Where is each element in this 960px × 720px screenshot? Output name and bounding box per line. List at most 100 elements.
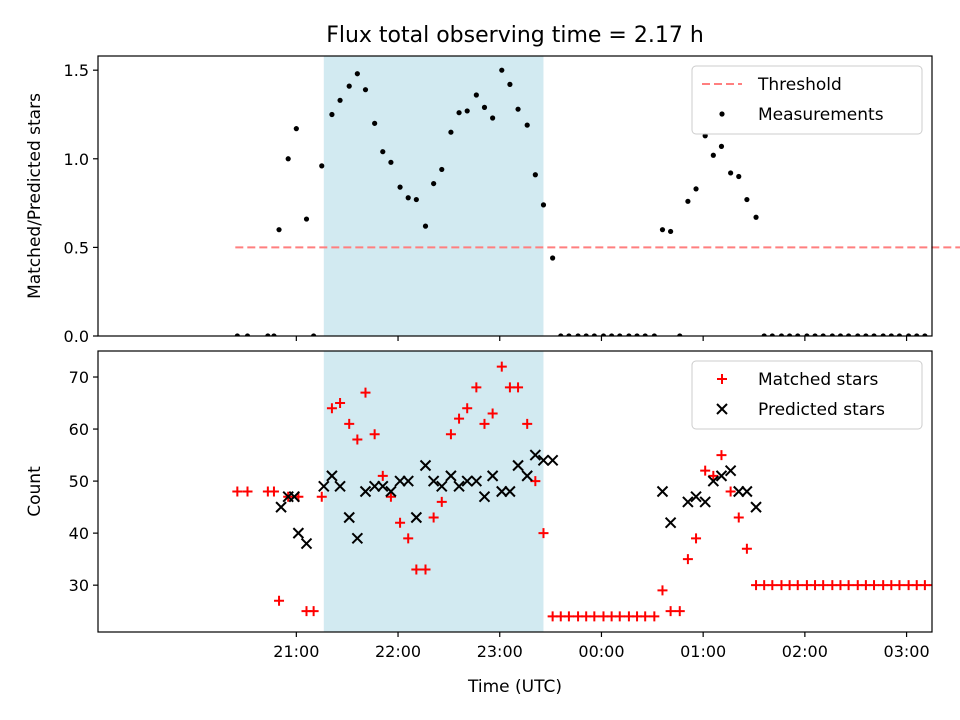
x-tick-label: 21:00 (273, 642, 319, 661)
data-point (473, 92, 479, 98)
data-point (285, 156, 291, 162)
data-point (609, 333, 615, 336)
data-point (566, 333, 572, 336)
data-point (736, 173, 742, 180)
data-point (470, 475, 483, 487)
data-point (346, 83, 352, 89)
data-point (487, 408, 498, 419)
data-point (343, 511, 355, 524)
data-point (380, 149, 386, 155)
data-point (668, 228, 674, 235)
series-matched-stars (232, 361, 932, 622)
x-axis-label: Time (UTC) (467, 677, 562, 697)
data-point (377, 480, 389, 493)
data-point (529, 449, 542, 461)
panel-2: 30 40 50 60 70 21:00 22:00 23:00 00:00 01:00 02:00… (25, 350, 933, 661)
data-point (478, 490, 491, 503)
y-tick-label: 40 (69, 524, 89, 543)
data-point (820, 333, 826, 336)
data-point (486, 470, 499, 482)
data-point (558, 333, 564, 336)
data-point (454, 413, 465, 424)
data-point (690, 490, 702, 503)
shaded-region (323, 56, 544, 336)
data-point (677, 333, 683, 336)
data-point (896, 333, 903, 336)
data-point (906, 333, 912, 336)
data-point (642, 333, 648, 336)
data-point (372, 120, 378, 126)
data-point (308, 606, 319, 617)
axes-frame (97, 55, 933, 337)
data-point (538, 528, 549, 539)
data-point (657, 585, 668, 596)
legend-swatch (717, 374, 727, 384)
data-point (521, 470, 533, 482)
data-point (640, 611, 651, 622)
data-point (741, 485, 753, 498)
data-point (422, 223, 429, 229)
legend-label: Predicted stars (758, 400, 885, 420)
data-point (651, 333, 657, 336)
data-point (471, 382, 482, 393)
data-point (395, 517, 406, 528)
legend-label: Measurements (758, 105, 884, 125)
data-point (753, 214, 759, 220)
data-point (522, 418, 533, 429)
data-point (431, 180, 437, 187)
data-point (326, 470, 338, 482)
data-point (385, 485, 397, 498)
data-point (413, 196, 419, 203)
data-point (499, 67, 505, 73)
y-tick-label: 1.5 (64, 61, 89, 80)
data-point (855, 333, 861, 336)
data-point (617, 333, 623, 336)
data-point (420, 564, 431, 575)
data-point (419, 459, 432, 472)
data-point (360, 387, 371, 398)
data-point (344, 418, 355, 429)
data-point (405, 195, 411, 201)
data-point (512, 459, 524, 472)
y-tick-label: 1.0 (64, 150, 89, 169)
data-point (741, 543, 752, 554)
data-point (894, 580, 905, 591)
data-points (232, 361, 932, 622)
data-point (869, 580, 880, 591)
data-point (377, 470, 388, 481)
data-point (397, 184, 403, 190)
data-point (448, 129, 454, 135)
data-point (710, 152, 716, 158)
data-point (369, 429, 380, 440)
shaded-region (323, 351, 544, 632)
data-point (540, 202, 547, 208)
data-point (481, 104, 488, 110)
data-point (769, 333, 775, 336)
data-point (682, 496, 694, 508)
data-point (234, 333, 240, 336)
data-point (388, 159, 394, 165)
data-point (479, 418, 490, 429)
data-point (265, 333, 271, 336)
data-point (334, 480, 346, 493)
data-point (359, 485, 372, 498)
data-point (792, 580, 803, 591)
data-point (656, 485, 669, 498)
data-point (659, 227, 666, 233)
data-point (614, 611, 625, 622)
legend-label: Matched stars (758, 370, 878, 390)
y-axis-label: Matched/Predicted stars (25, 93, 45, 299)
data-point (728, 170, 734, 176)
data-point (674, 606, 685, 617)
data-point (914, 333, 920, 336)
x-tick-label: 03:00 (884, 642, 930, 661)
data-points (234, 67, 932, 336)
data-point (335, 398, 346, 409)
data-point (507, 81, 513, 87)
data-point (733, 512, 744, 523)
data-point (275, 501, 287, 513)
x-tick-label: 02:00 (782, 642, 828, 661)
chart-title: Flux total observing time = 2.17 h (326, 23, 704, 48)
data-point (626, 333, 632, 336)
